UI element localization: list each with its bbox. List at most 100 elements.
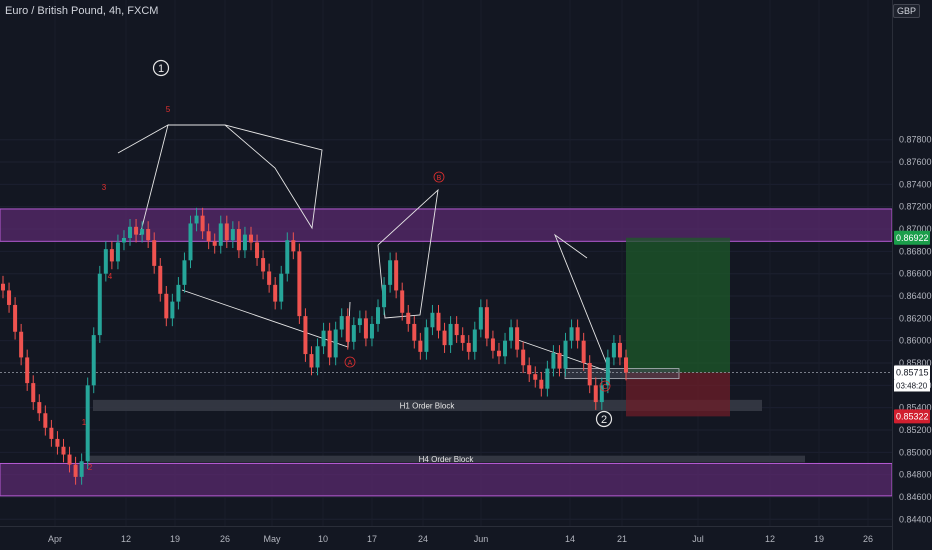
candle-body: [79, 461, 84, 477]
candle-body: [605, 357, 610, 386]
candle-body: [611, 342, 616, 358]
candle-body: [7, 290, 12, 305]
time-tick-label: Jul: [692, 534, 704, 544]
time-tick-label: 26: [863, 534, 873, 544]
candle-body: [333, 329, 338, 358]
candle-body: [345, 316, 350, 342]
corrective-wave-label: A: [348, 360, 353, 367]
candle-body: [339, 316, 344, 330]
candle-body: [551, 352, 556, 369]
time-tick-label: Jun: [474, 534, 489, 544]
candle-body: [460, 335, 465, 343]
price-axis-separator: [892, 0, 893, 550]
time-tick-label: 24: [418, 534, 428, 544]
time-tick-label: 19: [170, 534, 180, 544]
candle-body: [255, 242, 260, 259]
zones-layer: [0, 208, 893, 497]
candle-body: [478, 307, 483, 330]
candle-body: [527, 365, 532, 375]
time-tick-label: Apr: [48, 534, 62, 544]
currency-badge[interactable]: GBP: [892, 4, 920, 18]
candle-body: [218, 223, 223, 246]
candle-body: [206, 231, 211, 242]
candle-body: [351, 325, 356, 342]
candle-body: [569, 327, 574, 341]
candle-body: [466, 342, 471, 352]
candle-body: [406, 312, 411, 324]
candle-body: [624, 357, 628, 373]
price-tick-label: 0.87800: [899, 135, 932, 145]
time-axis[interactable]: Apr 12 19 26 May 10 17 24 Jun 14 21 Jul 12 19 26: [48, 534, 873, 544]
candle-body: [321, 330, 326, 347]
candle-body: [261, 258, 266, 272]
price-tick-label: 0.85800: [899, 358, 932, 368]
candle-body: [454, 323, 459, 336]
candle-body: [248, 234, 253, 243]
time-tick-label: 12: [121, 534, 131, 544]
candle-body: [67, 454, 72, 465]
price-tick-label: 0.84800: [899, 470, 932, 480]
wave-drawing: [117, 124, 323, 236]
candle-body: [436, 312, 441, 331]
price-tick-label: 0.87200: [899, 202, 932, 212]
time-tick-label: 12: [765, 534, 775, 544]
candle-body: [418, 340, 423, 352]
price-tick-label: 0.85200: [899, 425, 932, 435]
candle-body: [212, 241, 217, 246]
time-tick-label: 26: [220, 534, 230, 544]
time-tick-label: 21: [617, 534, 627, 544]
candle-body: [309, 354, 314, 368]
h1-order-block-zone: [93, 399, 762, 412]
candle-body: [194, 215, 199, 224]
price-tick-label: 0.86600: [899, 269, 932, 279]
candle-body: [37, 402, 42, 414]
current-price-badge-countdown-bg: [894, 379, 930, 392]
candle-body: [539, 379, 544, 389]
candle-body: [490, 338, 495, 351]
h4-order-block-zone: [88, 455, 805, 463]
time-tick-label: 17: [367, 534, 377, 544]
time-tick-label: May: [263, 534, 281, 544]
price-tick-label: 0.87000: [899, 224, 932, 234]
price-tick-label: 0.86200: [899, 313, 932, 323]
candle-body: [158, 265, 163, 294]
candle-body: [91, 335, 96, 386]
candle-body: [430, 312, 435, 328]
candle-body: [515, 327, 520, 350]
candle-body: [303, 316, 308, 355]
impulse-wave-label: 5: [166, 105, 171, 114]
impulse-wave-label: 2: [88, 463, 93, 472]
price-tick-label: 0.85400: [899, 403, 932, 413]
candle-body: [109, 249, 114, 262]
price-tick-label: 0.84600: [899, 492, 932, 502]
wave-marker-label: 1: [158, 63, 164, 75]
candle-body: [31, 383, 36, 403]
stop-price-badge-bg: [894, 409, 930, 424]
impulse-wave-label: 1: [82, 418, 87, 427]
corrective-wave-circle: [433, 171, 445, 183]
candle-body: [200, 215, 205, 232]
candle-body: [315, 346, 320, 368]
corrective-wave-circle: [599, 380, 611, 392]
candle-body: [140, 229, 145, 235]
candle-body: [533, 374, 538, 380]
candle-body: [1, 283, 5, 291]
candle-body: [279, 273, 284, 302]
h1-order-block-label: H1 Order Block: [400, 401, 456, 410]
price-tick-label: 0.86000: [899, 336, 932, 346]
candle-body: [85, 385, 90, 462]
candle-body: [545, 368, 550, 389]
wave-marker-circle: [152, 59, 170, 77]
candle-body: [394, 260, 399, 291]
grid-lines: [0, 139, 892, 520]
candle-body: [103, 249, 108, 274]
candle-body: [363, 318, 368, 339]
candle-body: [442, 330, 447, 346]
candle-body: [152, 240, 157, 266]
price-axis[interactable]: 0.87800 0.87600 0.87400 0.87200 0.87000 0.868…: [894, 135, 932, 525]
candle-body: [521, 349, 526, 366]
candle-body: [134, 226, 139, 235]
candle-body: [599, 385, 604, 403]
price-tick-label: 0.87600: [899, 157, 932, 167]
